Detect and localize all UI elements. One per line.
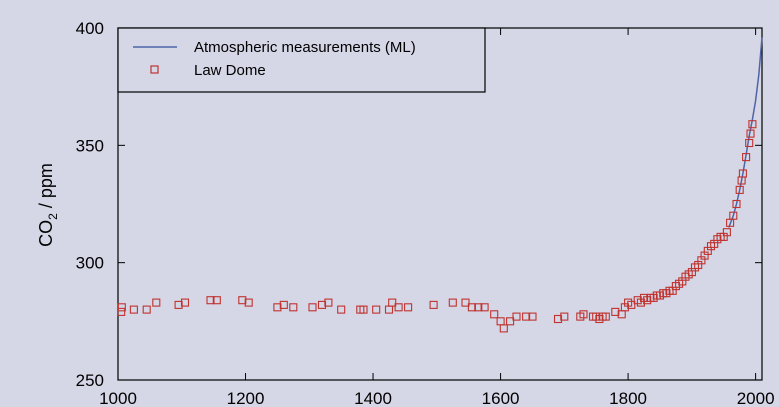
legend-label-law-dome: Law Dome <box>194 62 266 79</box>
legend: Atmospheric measurements (ML) Law Dome <box>118 28 485 92</box>
y-tick-label-350: 350 <box>76 136 104 155</box>
legend-box <box>118 28 485 92</box>
x-tick-label-1200: 1200 <box>227 389 265 407</box>
x-tick-label-2000: 2000 <box>737 389 775 407</box>
x-tick-label-1600: 1600 <box>482 389 520 407</box>
y-tick-label-400: 400 <box>76 19 104 38</box>
y-tick-label-250: 250 <box>76 371 104 390</box>
legend-label-atmospheric: Atmospheric measurements (ML) <box>194 39 416 56</box>
x-tick-label-1400: 1400 <box>354 389 392 407</box>
x-tick-label-1000: 1000 <box>99 389 137 407</box>
x-tick-label-1800: 1800 <box>609 389 647 407</box>
y-tick-label-300: 300 <box>76 254 104 273</box>
